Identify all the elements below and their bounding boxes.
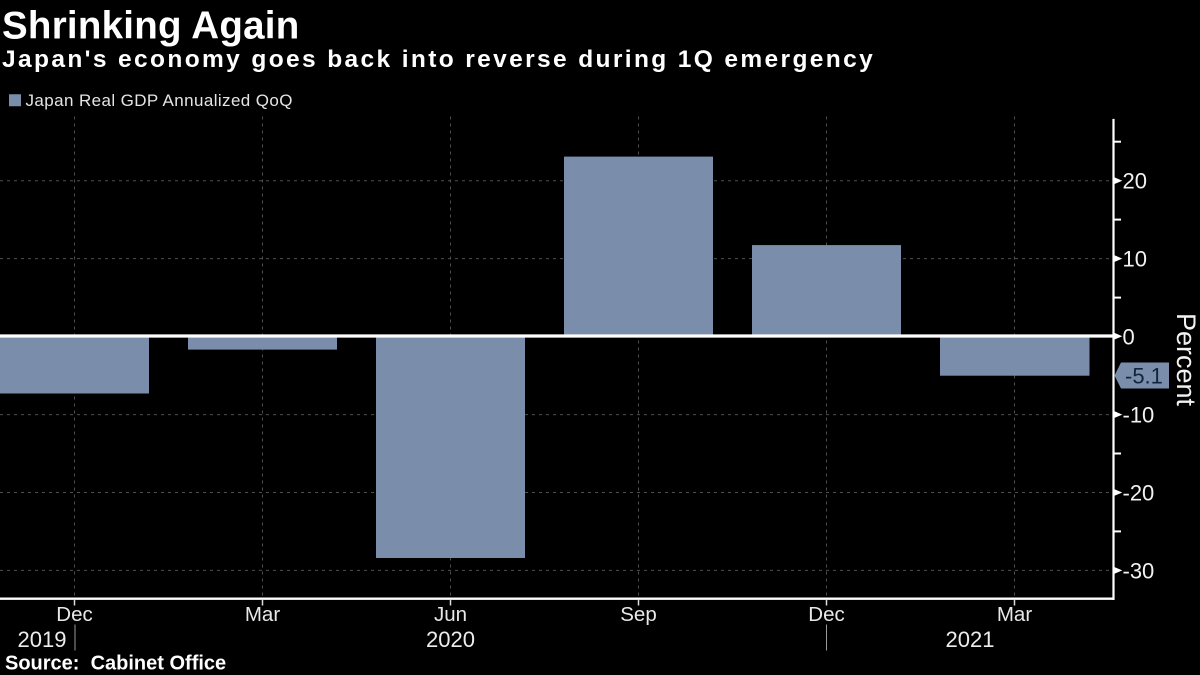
svg-text:0: 0 — [1123, 324, 1135, 349]
svg-text:10: 10 — [1123, 247, 1147, 272]
svg-text:2021: 2021 — [946, 627, 995, 652]
svg-text:Japan Real GDP Annualized QoQ: Japan Real GDP Annualized QoQ — [26, 91, 293, 110]
svg-text:Dec: Dec — [56, 603, 92, 626]
svg-text:Percent: Percent — [1171, 313, 1200, 407]
svg-text:Mar: Mar — [997, 603, 1032, 626]
svg-text:Shrinking Again: Shrinking Again — [2, 4, 300, 47]
svg-text:Mar: Mar — [245, 603, 280, 626]
svg-text:Dec: Dec — [808, 603, 844, 626]
svg-text:Jun: Jun — [434, 603, 467, 626]
svg-text:Japan's economy goes back into: Japan's economy goes back into reverse d… — [2, 46, 875, 73]
svg-text:2020: 2020 — [426, 627, 475, 652]
svg-text:Source: Cabinet Office: Source: Cabinet Office — [5, 653, 226, 675]
svg-text:-10: -10 — [1123, 403, 1155, 428]
svg-text:-20: -20 — [1123, 481, 1155, 506]
svg-text:20: 20 — [1123, 169, 1147, 194]
svg-text:Sep: Sep — [620, 603, 656, 626]
svg-text:-5.1: -5.1 — [1125, 363, 1163, 388]
svg-text:-30: -30 — [1123, 558, 1155, 583]
svg-text:2019: 2019 — [18, 627, 67, 652]
